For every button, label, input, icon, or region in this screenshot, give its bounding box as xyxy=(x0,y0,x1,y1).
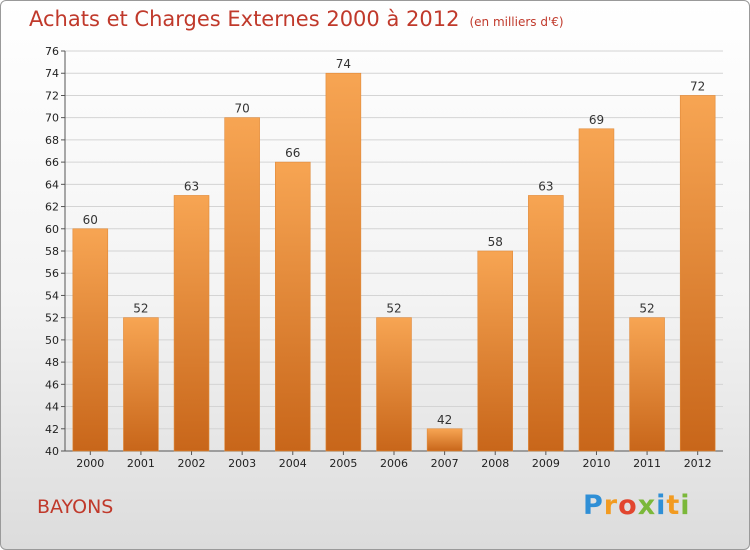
x-tick-label-2007: 2007 xyxy=(431,457,459,470)
y-tick-label: 62 xyxy=(45,201,59,214)
bar-2000 xyxy=(72,228,109,452)
bar-2004 xyxy=(275,161,311,452)
data-label-2005: 74 xyxy=(336,57,351,71)
x-tick-label-2006: 2006 xyxy=(380,457,408,470)
logo-letter: i xyxy=(680,490,691,521)
x-tick-label-2011: 2011 xyxy=(633,457,661,470)
y-tick-label: 56 xyxy=(45,267,59,280)
logo-letter: x xyxy=(637,490,657,521)
y-tick-label: 48 xyxy=(45,356,59,369)
bar-2007 xyxy=(426,428,463,452)
y-tick-label: 44 xyxy=(45,401,59,414)
y-tick-label: 64 xyxy=(45,178,59,191)
bar-2008 xyxy=(477,250,513,452)
data-label-2008: 58 xyxy=(488,235,503,249)
bar-2006 xyxy=(376,317,412,452)
data-label-2012: 72 xyxy=(690,79,705,93)
y-tick-label: 60 xyxy=(45,223,59,236)
logo-letter: P xyxy=(583,490,604,521)
bar-2009 xyxy=(528,195,564,452)
data-label-2006: 52 xyxy=(386,302,401,316)
y-tick-label: 40 xyxy=(45,445,59,458)
y-tick-label: 46 xyxy=(45,378,59,391)
logo-letter: o xyxy=(618,490,638,521)
y-tick-label: 72 xyxy=(45,89,59,102)
data-label-2001: 52 xyxy=(133,302,148,316)
x-tick-label-2000: 2000 xyxy=(76,457,104,470)
bar-2011 xyxy=(629,317,665,452)
chart-title: Achats et Charges Externes 2000 à 2012 (e… xyxy=(29,7,564,31)
x-tick-label-2001: 2001 xyxy=(127,457,155,470)
bar-2012 xyxy=(679,95,716,452)
data-label-2003: 70 xyxy=(235,102,250,116)
data-label-2002: 63 xyxy=(184,179,199,193)
data-label-2000: 60 xyxy=(83,213,98,227)
data-label-2004: 66 xyxy=(285,146,300,160)
chart-unit: (en milliers d'€) xyxy=(469,15,564,29)
x-tick-label-2008: 2008 xyxy=(481,457,509,470)
bar-2001 xyxy=(123,317,159,452)
y-tick-label: 74 xyxy=(45,67,59,80)
data-labels: 60 52 63 70 66 74 52 42 58 63 69 52 72 xyxy=(83,57,706,427)
logo-letter: t xyxy=(666,490,681,521)
x-tick-label-2002: 2002 xyxy=(178,457,206,470)
y-tick-label: 66 xyxy=(45,156,59,169)
y-tick-label: 76 xyxy=(45,45,59,58)
place-name: BAYONS xyxy=(37,496,114,518)
proxiti-logo: Proxiti xyxy=(583,490,691,521)
logo-letter: r xyxy=(603,490,619,521)
x-tick-label-2009: 2009 xyxy=(532,457,560,470)
bar-2005 xyxy=(325,72,362,452)
y-tick-label: 70 xyxy=(45,112,59,125)
data-label-2011: 52 xyxy=(639,302,654,316)
y-tick-label: 52 xyxy=(45,312,59,325)
y-tick-label: 50 xyxy=(45,334,59,347)
bar-2003 xyxy=(224,117,260,452)
y-tick-label: 54 xyxy=(45,289,59,302)
x-tick-label-2004: 2004 xyxy=(279,457,307,470)
data-label-2007: 42 xyxy=(437,413,452,427)
logo-letter: i xyxy=(656,490,667,521)
data-label-2010: 69 xyxy=(589,113,604,127)
data-label-2009: 63 xyxy=(538,179,553,193)
bar-2010 xyxy=(578,128,615,452)
y-tick-label: 42 xyxy=(45,423,59,436)
x-tick-label-2003: 2003 xyxy=(228,457,256,470)
y-tick-label: 58 xyxy=(45,245,59,258)
chart-title-text: Achats et Charges Externes 2000 à 2012 xyxy=(29,7,460,31)
x-tick-label-2012: 2012 xyxy=(684,457,712,470)
x-tick-label-2005: 2005 xyxy=(329,457,357,470)
x-tick-label-2010: 2010 xyxy=(582,457,610,470)
bar-2002 xyxy=(173,195,210,452)
y-tick-label: 68 xyxy=(45,134,59,147)
axes: 40 42 44 46 48 50 52 54 56 58 60 62 64 66 68 70 72 74 76 20… xyxy=(45,45,723,470)
bars xyxy=(72,72,716,452)
